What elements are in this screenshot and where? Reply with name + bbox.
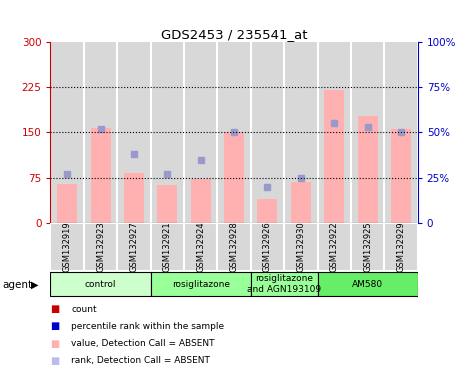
- Text: ■: ■: [50, 304, 60, 314]
- Text: value, Detection Call = ABSENT: value, Detection Call = ABSENT: [71, 339, 215, 348]
- Bar: [151, 42, 184, 223]
- Bar: [50, 42, 84, 223]
- Text: ■: ■: [50, 321, 60, 331]
- Text: GSM132924: GSM132924: [196, 222, 205, 272]
- Text: control: control: [85, 280, 116, 289]
- Bar: [257, 199, 278, 223]
- Bar: [184, 42, 218, 223]
- Text: count: count: [71, 305, 97, 314]
- Bar: [184, 223, 218, 271]
- Bar: [50, 272, 151, 296]
- Bar: [50, 223, 84, 271]
- Bar: [84, 42, 117, 223]
- Bar: [351, 223, 384, 271]
- Text: GSM132928: GSM132928: [230, 221, 239, 272]
- Bar: [291, 182, 311, 223]
- Text: GSM132919: GSM132919: [63, 222, 72, 272]
- Bar: [384, 42, 418, 223]
- Bar: [124, 173, 144, 223]
- Bar: [224, 132, 244, 223]
- Text: GSM132921: GSM132921: [163, 222, 172, 272]
- Text: AM580: AM580: [352, 280, 383, 289]
- Bar: [90, 128, 111, 223]
- Bar: [151, 223, 184, 271]
- Title: GDS2453 / 235541_at: GDS2453 / 235541_at: [161, 28, 308, 41]
- Bar: [318, 42, 351, 223]
- Text: GSM132927: GSM132927: [129, 221, 139, 272]
- Text: ■: ■: [50, 339, 60, 349]
- Bar: [284, 42, 318, 223]
- Bar: [391, 129, 411, 223]
- Bar: [318, 272, 418, 296]
- Bar: [358, 116, 378, 223]
- Text: GSM132929: GSM132929: [397, 222, 405, 272]
- Bar: [117, 42, 151, 223]
- Text: rosiglitazone: rosiglitazone: [172, 280, 230, 289]
- Bar: [351, 42, 384, 223]
- Text: ▶: ▶: [31, 280, 39, 290]
- Bar: [218, 42, 251, 223]
- Bar: [384, 223, 418, 271]
- Text: agent: agent: [2, 280, 33, 290]
- Bar: [251, 272, 318, 296]
- Bar: [84, 223, 117, 271]
- Bar: [151, 272, 251, 296]
- Text: GSM132926: GSM132926: [263, 221, 272, 272]
- Text: ■: ■: [50, 356, 60, 366]
- Text: GSM132923: GSM132923: [96, 221, 105, 272]
- Text: percentile rank within the sample: percentile rank within the sample: [71, 322, 224, 331]
- Text: GSM132930: GSM132930: [297, 221, 305, 272]
- Bar: [218, 223, 251, 271]
- Bar: [157, 185, 177, 223]
- Text: rosiglitazone
and AGN193109: rosiglitazone and AGN193109: [247, 275, 321, 294]
- Text: GSM132925: GSM132925: [363, 222, 372, 272]
- Text: rank, Detection Call = ABSENT: rank, Detection Call = ABSENT: [71, 356, 210, 366]
- Bar: [251, 223, 284, 271]
- Bar: [251, 42, 284, 223]
- Text: GSM132922: GSM132922: [330, 222, 339, 272]
- Bar: [324, 90, 344, 223]
- Bar: [117, 223, 151, 271]
- Bar: [318, 223, 351, 271]
- Bar: [57, 184, 77, 223]
- Bar: [190, 179, 211, 223]
- Bar: [284, 223, 318, 271]
